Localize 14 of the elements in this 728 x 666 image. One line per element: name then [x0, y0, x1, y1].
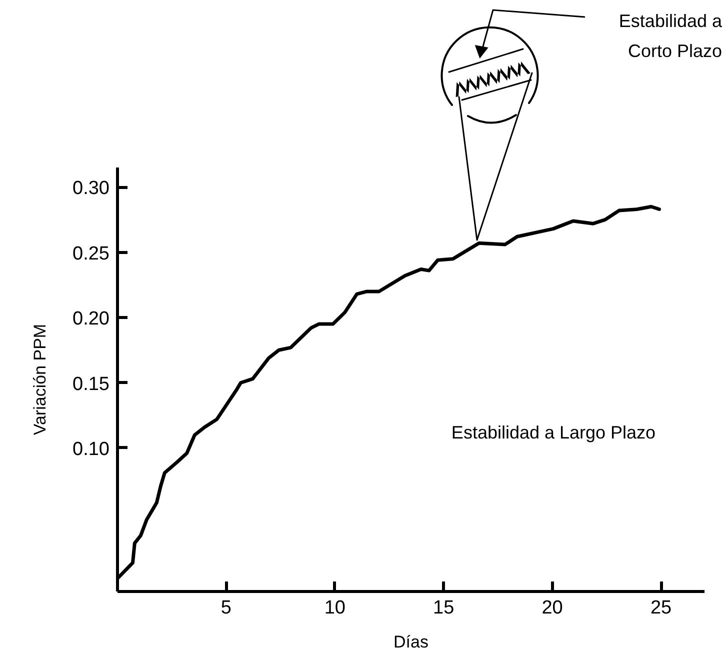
x-axis-title: Días: [394, 632, 428, 652]
y-tick-label: 0.10: [72, 438, 110, 460]
x-tick-label: 10: [324, 598, 346, 618]
annotation: Estabilidad a Largo Plazo: [451, 422, 656, 442]
x-tick-label: 25: [650, 598, 672, 618]
y-tick-label: 0.15: [72, 374, 110, 395]
x-tick-label: 15: [433, 598, 454, 618]
x-tick-label: 20: [542, 598, 563, 618]
text: Estabilidad a Corto Plazo: [618, 11, 723, 61]
x-tick-label: 5: [220, 598, 232, 618]
y-tick-label: 0.20: [72, 308, 110, 330]
y-tick-label: 0.25: [72, 243, 110, 264]
y-tick-label: 0.30: [72, 178, 110, 200]
y-axis-title: Variación PPM: [30, 324, 50, 436]
